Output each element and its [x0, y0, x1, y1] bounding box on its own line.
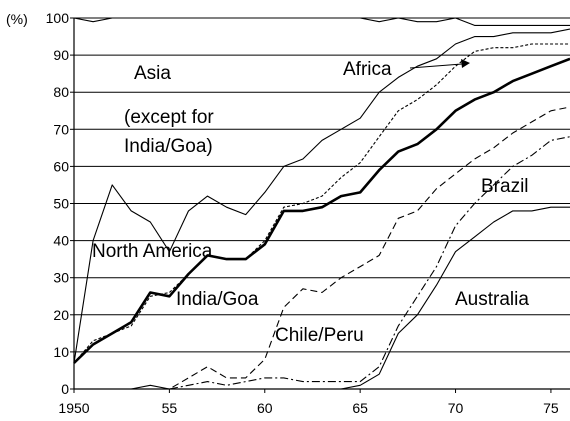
series-line-india-goa: [73, 57, 570, 364]
y-tick-label-70: 70: [53, 121, 69, 137]
series-label-africa: Africa: [343, 59, 392, 80]
y-axis-label: (%): [6, 11, 28, 27]
africa-pointer-arrowhead: [461, 59, 470, 68]
y-tick-label-100: 100: [46, 10, 70, 26]
series-lines: [73, 17, 570, 390]
y-tick-label-0: 0: [61, 381, 69, 397]
series-label-north-america: North America: [92, 241, 213, 262]
series-line-chile-peru: [74, 136, 570, 390]
x-tick-label-55: 55: [162, 400, 178, 416]
y-tick-label-60: 60: [53, 158, 69, 174]
series-line-asia-except-for-india-goa: [73, 17, 570, 26]
axis-ticks: 0 10 20 30 40 50 60 70 80 90 100 1950 55 60 65 70 75: [46, 10, 559, 416]
y-tick-label-30: 30: [53, 270, 69, 286]
series-label-asia: Asia: [134, 63, 171, 84]
series-line-africa: [73, 28, 570, 364]
y-tick-label-20: 20: [53, 307, 69, 323]
series-label-chile-peru: Chile/Peru: [275, 325, 364, 346]
x-tick-label-75: 75: [543, 400, 559, 416]
y-tick-label-80: 80: [53, 84, 69, 100]
series-label-asia-note-2: India/Goa): [124, 136, 213, 157]
y-tick-label-50: 50: [53, 196, 69, 212]
x-tick-label-1950: 1950: [58, 400, 89, 416]
series-line-australia: [74, 206, 570, 390]
series-label-brazil: Brazil: [481, 176, 529, 197]
y-tick-label-10: 10: [53, 344, 69, 360]
y-tick-label-90: 90: [53, 47, 69, 63]
africa-pointer-line: [409, 63, 463, 69]
y-tick-label-40: 40: [53, 233, 69, 249]
series-label-australia: Australia: [455, 289, 529, 310]
x-tick-label-70: 70: [448, 400, 464, 416]
x-tick-label-60: 60: [257, 400, 273, 416]
x-tick-label-65: 65: [352, 400, 368, 416]
series-label-india-goa: India/Goa: [176, 289, 259, 310]
series-label-asia-note-1: (except for: [124, 107, 214, 128]
